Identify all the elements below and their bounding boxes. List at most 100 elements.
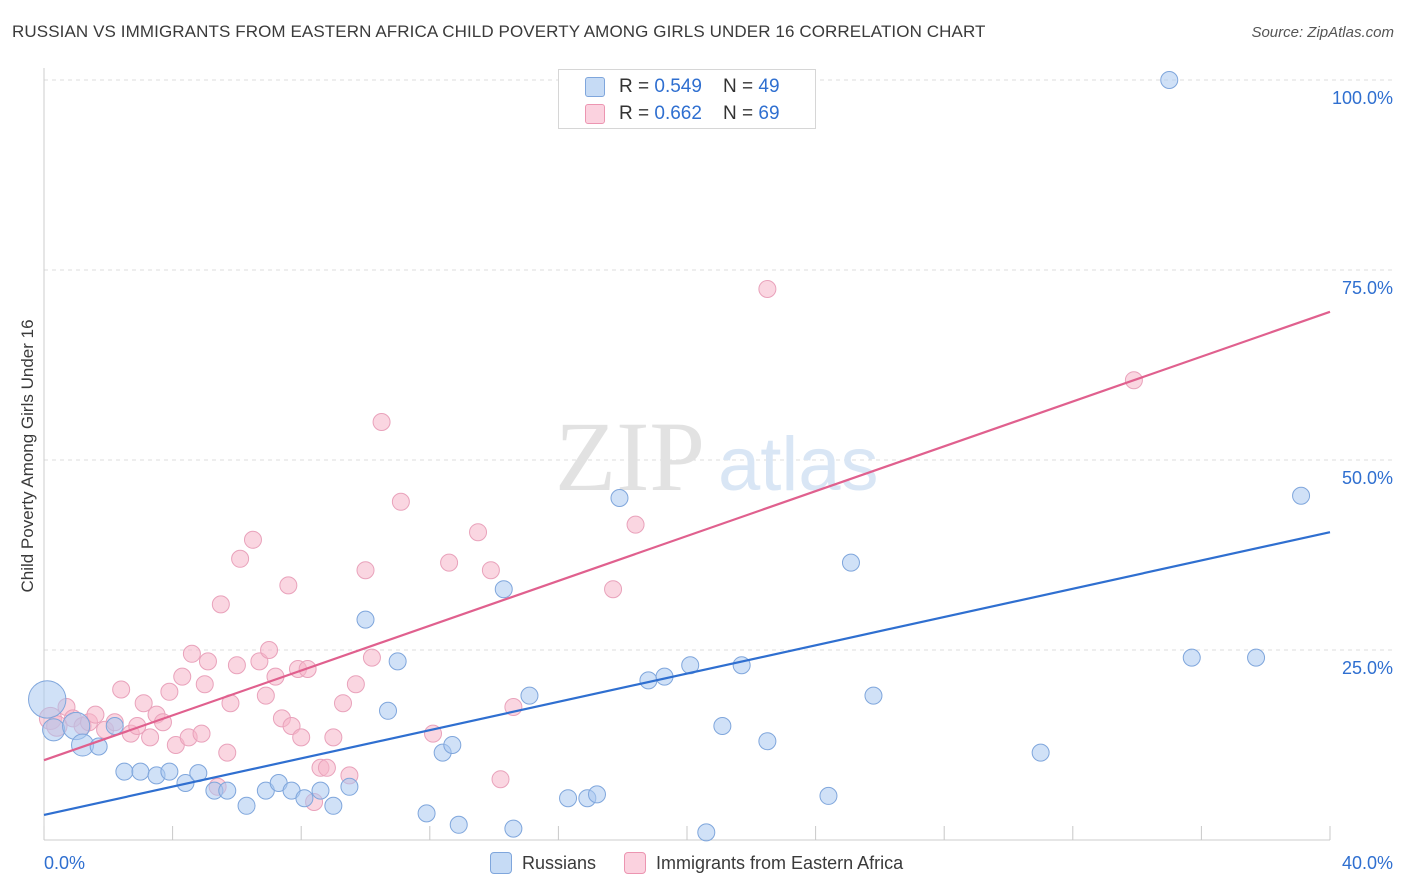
- data-point: [295, 789, 314, 808]
- series-legend: Russians Immigrants from Eastern Africa: [490, 852, 931, 874]
- legend-label-africa: Immigrants from Eastern Africa: [656, 852, 904, 873]
- data-point: [292, 728, 311, 747]
- legend-item-russians[interactable]: Russians: [490, 852, 596, 874]
- data-point: [819, 786, 838, 805]
- data-point: [105, 717, 124, 735]
- data-point: [610, 489, 629, 507]
- data-point: [559, 789, 578, 808]
- data-point: [440, 553, 459, 572]
- tick-labels: 25.0% 50.0% 75.0% 100.0% 0.0% 40.0%: [44, 88, 1393, 873]
- data-point: [1160, 71, 1179, 89]
- data-point: [1292, 486, 1311, 505]
- data-point: [504, 819, 523, 838]
- data-point: [279, 576, 298, 595]
- stats-swatch-africa: [585, 104, 605, 124]
- stats-n-label: N =: [723, 103, 759, 124]
- source-label: Source: ZipAtlas.com: [1251, 24, 1394, 41]
- legend-swatch-russians: [490, 852, 512, 874]
- data-point: [333, 694, 352, 713]
- data-point: [134, 694, 153, 713]
- stats-n-value: 49: [758, 76, 780, 97]
- data-point: [340, 777, 359, 796]
- data-point: [160, 762, 179, 781]
- stats-r-value: 0.662: [654, 103, 702, 124]
- data-point: [356, 610, 375, 629]
- stats-r-label: R =: [619, 103, 655, 124]
- data-point: [417, 804, 436, 823]
- data-point: [379, 701, 398, 720]
- stats-swatch-russians: [585, 77, 605, 97]
- y-tick-label: 25.0%: [1342, 658, 1393, 678]
- data-point: [86, 705, 105, 724]
- data-point: [491, 770, 510, 789]
- data-point: [141, 728, 160, 747]
- data-point: [758, 280, 777, 298]
- data-point: [324, 796, 343, 815]
- series-russians: [28, 71, 1311, 842]
- data-point: [112, 680, 131, 699]
- data-point: [311, 781, 330, 800]
- stats-row-africa: R = 0.662 N = 69: [585, 103, 780, 125]
- trend-line-africa: [43, 310, 1331, 762]
- data-point: [449, 815, 468, 834]
- y-tick-label: 50.0%: [1342, 468, 1393, 488]
- data-point: [391, 492, 410, 511]
- data-point: [758, 732, 777, 751]
- stats-r-label: R =: [619, 76, 655, 97]
- data-point: [131, 762, 150, 781]
- stats-r-value: 0.549: [654, 76, 702, 97]
- data-point: [1247, 648, 1266, 667]
- data-point: [626, 515, 645, 534]
- data-point: [697, 823, 716, 842]
- trend-line-russians: [43, 531, 1331, 816]
- data-point: [1182, 648, 1201, 667]
- data-point: [520, 686, 539, 705]
- stats-legend: R = 0.549 N = 49 R = 0.662 N = 69: [558, 69, 816, 129]
- data-point: [864, 686, 883, 705]
- data-point: [218, 743, 237, 762]
- data-point: [587, 785, 606, 804]
- legend-item-africa[interactable]: Immigrants from Eastern Africa: [624, 852, 903, 874]
- legend-label-russians: Russians: [522, 852, 597, 873]
- data-point: [443, 736, 462, 754]
- data-point: [231, 549, 250, 568]
- data-point: [115, 762, 134, 781]
- data-point: [481, 561, 500, 580]
- chart-title: RUSSIAN VS IMMIGRANTS FROM EASTERN AFRIC…: [12, 22, 986, 41]
- data-point: [317, 758, 336, 777]
- watermark: ZIP atlas: [555, 401, 879, 512]
- data-point: [469, 523, 488, 542]
- data-point: [211, 595, 230, 614]
- data-point: [713, 717, 732, 735]
- series-immigrants-eastern-africa: [38, 280, 1143, 811]
- legend-swatch-africa: [624, 852, 647, 874]
- data-point: [388, 652, 407, 671]
- stats-n-label: N =: [723, 76, 759, 97]
- data-point: [1031, 743, 1050, 762]
- data-point: [604, 580, 623, 599]
- x-tick-label: 40.0%: [1342, 853, 1393, 873]
- y-tick-label: 100.0%: [1332, 88, 1393, 108]
- stats-row-russians: R = 0.549 N = 49: [585, 76, 780, 98]
- data-point: [198, 652, 217, 671]
- data-point: [494, 580, 513, 599]
- data-point: [356, 561, 375, 580]
- watermark-zip: ZIP: [555, 401, 705, 512]
- data-point: [324, 728, 343, 747]
- data-point: [173, 667, 192, 686]
- data-point: [182, 644, 201, 663]
- data-point: [256, 686, 275, 705]
- data-point: [218, 781, 237, 800]
- data-point: [192, 724, 211, 743]
- y-axis-label: Child Poverty Among Girls Under 16: [18, 319, 37, 593]
- x-tick-label: 0.0%: [44, 853, 85, 873]
- stats-n-value: 69: [758, 103, 780, 124]
- data-point: [260, 641, 279, 659]
- data-point: [227, 656, 246, 675]
- data-point: [160, 682, 179, 701]
- watermark-atlas: atlas: [718, 422, 879, 507]
- trend-lines: [43, 310, 1331, 816]
- data-point: [372, 413, 391, 431]
- data-point: [346, 675, 365, 694]
